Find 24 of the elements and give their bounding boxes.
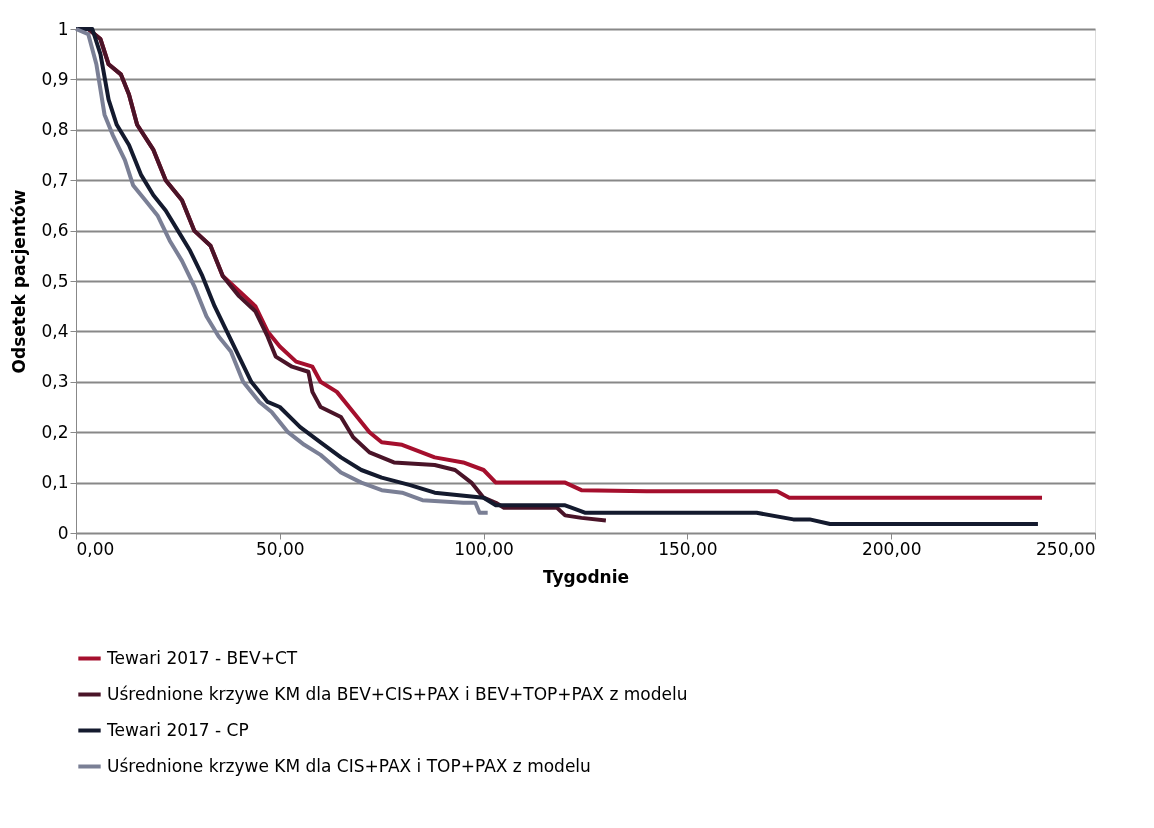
y-tick-label: 0,9 [41, 68, 69, 89]
y-tick-label: 0 [57, 522, 69, 543]
legend-label: Tewari 2017 - CP [106, 719, 249, 740]
y-tick-label: 0,8 [41, 119, 69, 140]
x-tick-label: 0,00 [76, 538, 115, 559]
line-series [74, 27, 490, 515]
x-tick-label: 50,00 [255, 538, 305, 559]
legend-label: Uśrednione krzywe KM dla BEV+CIS+PAX i BEV+TOP+PAX z modelu [107, 683, 688, 704]
legend-label: Uśrednione krzywe KM dla CIS+PAX i TOP+PAX z modelu [107, 755, 591, 776]
y-tick-label: 0,2 [41, 421, 69, 442]
x-tick-label: 100,00 [454, 538, 514, 559]
legend-label: Tewari 2017 - BEV+CT [106, 647, 298, 668]
y-axis-title: Odsetek pacjentów [9, 189, 30, 374]
x-tick-label: 150,00 [658, 538, 718, 559]
y-tick-label: 0,6 [41, 220, 69, 241]
y-tick-label: 0,1 [41, 472, 69, 493]
x-axis-title: Tygodnie [542, 566, 630, 587]
y-tick-label: 0,5 [41, 270, 69, 291]
x-tick-label: 200,00 [861, 538, 922, 559]
y-tick-label: 1 [57, 18, 69, 39]
y-tick-label: 0,7 [41, 169, 69, 190]
y-tick-label: 0,4 [41, 320, 69, 341]
y-tick-label: 0,3 [41, 371, 69, 392]
x-tick-label: 250,00 [1036, 538, 1096, 559]
